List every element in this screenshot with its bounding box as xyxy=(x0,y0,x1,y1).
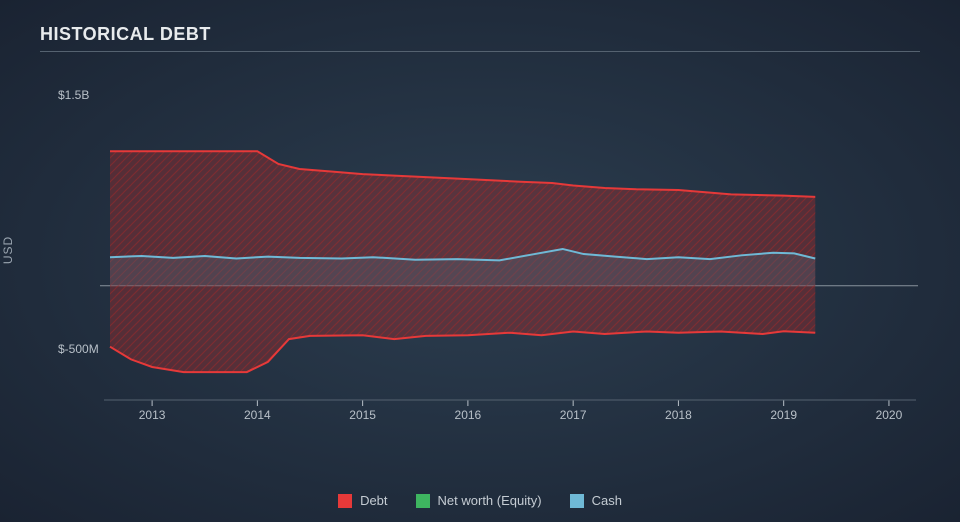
x-tick-label: 2016 xyxy=(455,408,482,422)
x-tick-label: 2019 xyxy=(770,408,797,422)
chart-title: HISTORICAL DEBT xyxy=(40,24,920,45)
legend-item-cash: Cash xyxy=(570,493,622,508)
x-tick-label: 2017 xyxy=(560,408,587,422)
x-tick-label: 2020 xyxy=(876,408,903,422)
legend-swatch-cash xyxy=(570,494,584,508)
title-divider xyxy=(40,51,920,52)
y-tick-label: $-500M xyxy=(58,342,99,356)
x-tick-label: 2013 xyxy=(139,408,166,422)
legend-swatch-debt xyxy=(338,494,352,508)
y-axis-label: USD xyxy=(1,236,15,264)
legend-label-cash: Cash xyxy=(592,493,622,508)
chart-svg xyxy=(40,60,920,440)
legend-swatch-equity xyxy=(416,494,430,508)
plot-area: USD 20132014201520162017201820192020$1.5… xyxy=(40,60,920,440)
chart-frame: HISTORICAL DEBT USD 2013 2014 2015 2016 2017… xyxy=(0,0,960,522)
legend-item-equity: Net worth (Equity) xyxy=(416,493,542,508)
legend-item-debt: Debt xyxy=(338,493,387,508)
x-tick-label: 2014 xyxy=(244,408,271,422)
x-tick-label: 2015 xyxy=(349,408,376,422)
legend: Debt Net worth (Equity) Cash xyxy=(0,493,960,508)
x-tick-label: 2018 xyxy=(665,408,692,422)
legend-label-debt: Debt xyxy=(360,493,387,508)
legend-label-equity: Net worth (Equity) xyxy=(438,493,542,508)
y-tick-label: $1.5B xyxy=(58,88,89,102)
